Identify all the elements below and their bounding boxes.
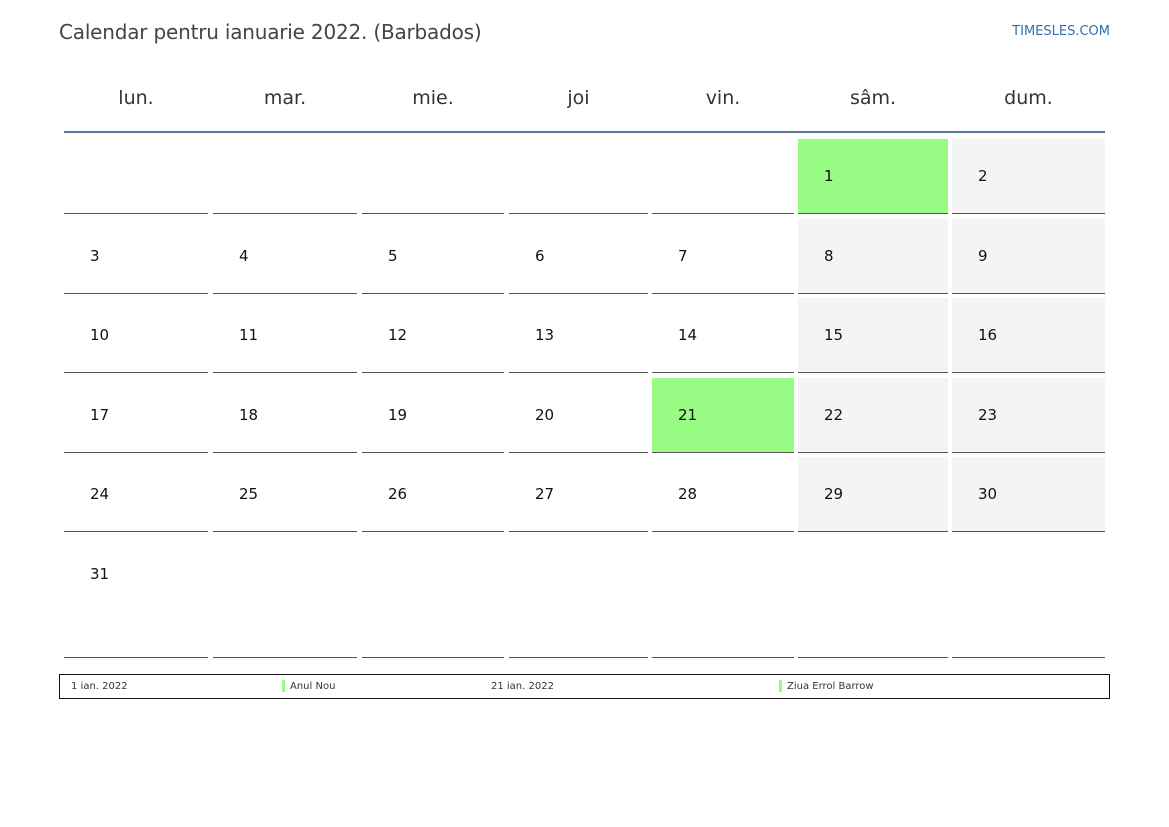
day-number: 21 <box>678 406 698 424</box>
brand-link[interactable]: TIMESLES.COM <box>1012 24 1110 39</box>
empty-day-cell <box>798 537 948 658</box>
day-cell[interactable]: 16 <box>952 298 1105 373</box>
day-cell[interactable]: 21 <box>652 378 794 453</box>
legend-date: 21 ian. 2022 <box>491 681 554 692</box>
day-number: 19 <box>388 406 408 424</box>
day-number: 30 <box>978 485 998 503</box>
day-cell[interactable]: 27 <box>509 457 648 532</box>
day-number: 25 <box>239 485 259 503</box>
day-number: 14 <box>678 326 698 344</box>
day-number: 26 <box>388 485 408 503</box>
holiday-legend: 1 ian. 2022 Anul Nou 21 ian. 2022 Ziua Erro… <box>59 674 1110 699</box>
day-cell[interactable]: 3 <box>64 219 208 294</box>
day-number: 12 <box>388 326 408 344</box>
weekday-header-row: lun. mar. mie. joi vin. sâm. dum. <box>64 78 1105 118</box>
empty-day-cell <box>652 537 794 658</box>
day-number: 15 <box>824 326 844 344</box>
day-cell[interactable]: 28 <box>652 457 794 532</box>
day-number: 5 <box>388 247 398 265</box>
day-cell[interactable]: 9 <box>952 219 1105 294</box>
weekday-header: mar. <box>263 87 307 109</box>
day-number: 28 <box>678 485 698 503</box>
day-number: 10 <box>90 326 110 344</box>
day-cell[interactable]: 17 <box>64 378 208 453</box>
empty-day-cell <box>652 139 794 214</box>
empty-day-cell <box>362 537 504 658</box>
holiday-color-marker <box>282 680 285 692</box>
day-number: 1 <box>824 167 834 185</box>
header-divider <box>64 131 1105 133</box>
day-cell[interactable]: 23 <box>952 378 1105 453</box>
empty-day-cell <box>509 537 648 658</box>
day-cell[interactable]: 22 <box>798 378 948 453</box>
day-cell[interactable]: 30 <box>952 457 1105 532</box>
day-cell[interactable]: 12 <box>362 298 504 373</box>
empty-day-cell <box>213 537 357 658</box>
day-cell[interactable]: 6 <box>509 219 648 294</box>
day-number: 13 <box>535 326 555 344</box>
day-number: 22 <box>824 406 844 424</box>
day-cell[interactable]: 8 <box>798 219 948 294</box>
weekday-header: joi <box>567 87 590 109</box>
holiday-color-marker <box>779 680 782 692</box>
weekday-header: dum. <box>1004 87 1053 109</box>
legend-date: 1 ian. 2022 <box>71 681 128 692</box>
day-number: 3 <box>90 247 100 265</box>
day-number: 8 <box>824 247 834 265</box>
day-number: 18 <box>239 406 259 424</box>
day-cell[interactable]: 19 <box>362 378 504 453</box>
empty-day-cell <box>509 139 648 214</box>
day-cell[interactable]: 7 <box>652 219 794 294</box>
empty-day-cell <box>64 139 208 214</box>
day-number: 20 <box>535 406 555 424</box>
day-number: 2 <box>978 167 988 185</box>
day-number: 16 <box>978 326 998 344</box>
page-title: Calendar pentru ianuarie 2022. (Barbados… <box>59 20 482 44</box>
day-number: 23 <box>978 406 998 424</box>
day-number: 4 <box>239 247 249 265</box>
day-cell[interactable]: 25 <box>213 457 357 532</box>
day-cell[interactable]: 31 <box>64 537 208 658</box>
day-cell[interactable]: 1 <box>798 139 948 214</box>
day-cell[interactable]: 26 <box>362 457 504 532</box>
day-cell[interactable]: 11 <box>213 298 357 373</box>
day-cell[interactable]: 14 <box>652 298 794 373</box>
day-number: 24 <box>90 485 110 503</box>
day-number: 31 <box>90 565 110 583</box>
day-number: 9 <box>978 247 988 265</box>
day-cell[interactable]: 24 <box>64 457 208 532</box>
day-cell[interactable]: 20 <box>509 378 648 453</box>
empty-day-cell <box>213 139 357 214</box>
legend-holiday-name: Anul Nou <box>290 681 336 692</box>
day-number: 7 <box>678 247 688 265</box>
weekday-header: sâm. <box>849 87 897 109</box>
day-cell[interactable]: 5 <box>362 219 504 294</box>
day-cell[interactable]: 29 <box>798 457 948 532</box>
day-cell[interactable]: 2 <box>952 139 1105 214</box>
day-cell[interactable]: 4 <box>213 219 357 294</box>
empty-day-cell <box>952 537 1105 658</box>
day-cell[interactable]: 18 <box>213 378 357 453</box>
day-number: 11 <box>239 326 259 344</box>
day-number: 6 <box>535 247 545 265</box>
day-number: 29 <box>824 485 844 503</box>
day-cell[interactable]: 15 <box>798 298 948 373</box>
day-number: 27 <box>535 485 555 503</box>
weekday-header: mie. <box>412 87 454 109</box>
day-number: 17 <box>90 406 110 424</box>
empty-day-cell <box>362 139 504 214</box>
legend-holiday-name: Ziua Errol Barrow <box>787 681 874 692</box>
weekday-header: vin. <box>705 87 741 109</box>
day-cell[interactable]: 10 <box>64 298 208 373</box>
weekday-header: lun. <box>118 87 154 109</box>
day-cell[interactable]: 13 <box>509 298 648 373</box>
